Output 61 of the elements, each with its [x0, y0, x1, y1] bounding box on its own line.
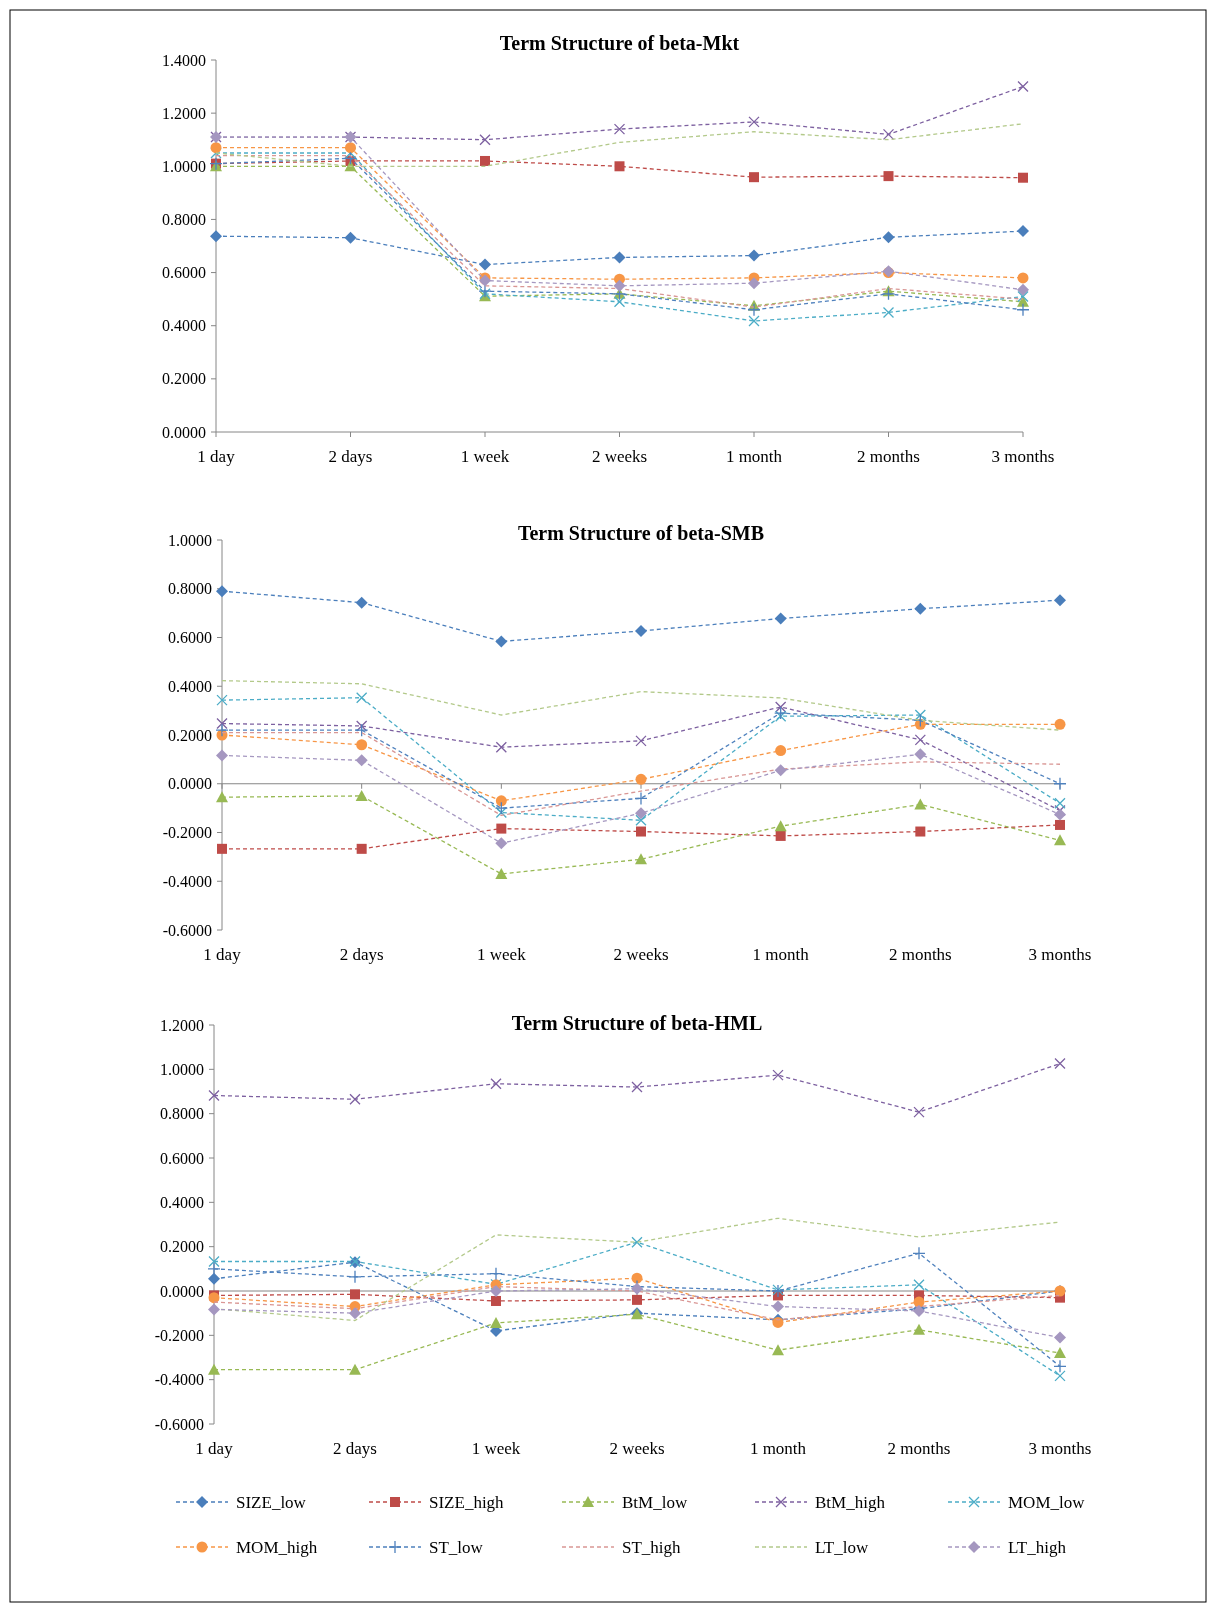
- y-tick-label: 1.0000: [162, 157, 206, 175]
- x-tick-label: 1 day: [197, 447, 236, 466]
- x-tick-label: 2 weeks: [609, 1439, 665, 1458]
- x-tick-label: 2 days: [328, 447, 373, 466]
- x-tick-label: 1 week: [471, 1439, 521, 1458]
- y-tick-label: -0.4000: [154, 1371, 204, 1389]
- y-tick-label: 1.0000: [168, 531, 212, 549]
- x-tick-label: 3 months: [1028, 945, 1092, 964]
- x-tick-label: 2 months: [857, 447, 920, 466]
- legend-label: SIZE_low: [236, 1492, 307, 1512]
- y-tick-label: -0.6000: [154, 1415, 204, 1433]
- x-tick-label: 1 month: [749, 1439, 807, 1458]
- y-tick-label: -0.6000: [162, 921, 212, 939]
- chart-title: Term Structure of beta-HML: [511, 1012, 763, 1034]
- y-tick-label: 0.0000: [168, 775, 212, 793]
- x-tick-label: 2 weeks: [591, 447, 648, 466]
- y-tick-label: 0.6000: [160, 1149, 204, 1167]
- legend-label: ST_high: [622, 1537, 682, 1557]
- y-tick-label: 0.4000: [168, 677, 212, 695]
- y-tick-label: 1.2000: [160, 1016, 204, 1034]
- y-tick-label: 0.8000: [162, 211, 206, 229]
- y-tick-label: 0.2000: [168, 726, 212, 744]
- legend-label: SIZE_high: [429, 1492, 505, 1512]
- legend-label: BtM_high: [815, 1492, 886, 1512]
- x-tick-label: 2 months: [887, 1439, 951, 1458]
- legend-label: LT_low: [815, 1537, 869, 1557]
- x-tick-label: 1 day: [203, 945, 242, 964]
- chart-title: Term Structure of beta-SMB: [517, 522, 765, 544]
- legend-label: BtM_low: [622, 1492, 688, 1512]
- y-tick-label: 0.8000: [160, 1105, 204, 1123]
- x-tick-label: 2 days: [339, 945, 384, 964]
- y-tick-label: -0.4000: [162, 872, 212, 890]
- legend-label: MOM_high: [236, 1537, 318, 1557]
- x-tick-label: 1 week: [460, 447, 510, 466]
- y-tick-label: -0.2000: [154, 1326, 204, 1344]
- x-tick-label: 3 months: [1028, 1439, 1092, 1458]
- x-tick-label: 1 month: [725, 447, 783, 466]
- y-tick-label: 1.4000: [162, 51, 206, 69]
- legend-label: MOM_low: [1008, 1492, 1086, 1512]
- y-tick-label: -0.2000: [162, 824, 212, 842]
- x-tick-label: 3 months: [991, 447, 1055, 466]
- x-tick-label: 1 month: [752, 945, 810, 964]
- x-tick-label: 2 months: [888, 945, 952, 964]
- y-tick-label: 0.8000: [168, 580, 212, 598]
- chart-title: Term Structure of beta-Mkt: [499, 32, 740, 54]
- x-tick-label: 1 week: [477, 945, 527, 964]
- x-tick-label: 1 day: [195, 1439, 234, 1458]
- x-tick-label: 2 days: [333, 1439, 377, 1458]
- y-tick-label: 0.6000: [168, 629, 212, 647]
- y-tick-label: 0.2000: [160, 1238, 204, 1256]
- y-tick-label: 0.4000: [162, 317, 206, 335]
- y-tick-label: 0.2000: [162, 370, 206, 388]
- legend-label: ST_low: [429, 1537, 484, 1557]
- y-tick-label: 0.6000: [162, 264, 206, 282]
- y-tick-label: 0.0000: [160, 1282, 204, 1300]
- y-tick-label: 0.4000: [160, 1193, 204, 1211]
- x-tick-label: 2 weeks: [613, 945, 669, 964]
- legend-label: LT_high: [1008, 1537, 1067, 1557]
- y-tick-label: 1.2000: [162, 104, 206, 122]
- y-tick-label: 1.0000: [160, 1060, 204, 1078]
- y-tick-label: 0.0000: [162, 423, 206, 441]
